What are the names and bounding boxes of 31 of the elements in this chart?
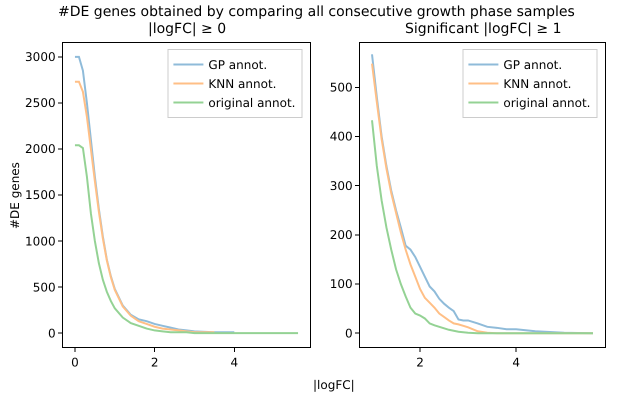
- y-tick-label: 1000: [25, 234, 56, 248]
- x-tick-label: 2: [416, 355, 424, 370]
- x-tick-label: 2: [150, 355, 158, 370]
- line-series: [74, 144, 300, 334]
- y-tick-label: 2500: [25, 96, 56, 110]
- x-axis-title: |logFC|: [313, 378, 355, 392]
- y-tick-label: 100: [330, 277, 353, 292]
- legend-label: GP annot.: [208, 58, 268, 72]
- y-tick-label: 500: [32, 280, 56, 294]
- y-tick-label: 3000: [25, 50, 56, 64]
- legend-label: original annot.: [208, 96, 296, 110]
- chart-title: #DE genes obtained by comparing all consecutive growth phase samples: [58, 4, 575, 20]
- chart-subtitle: |logFC| ≥ 0: [148, 21, 226, 37]
- y-axis-title: #DE genes: [8, 162, 22, 229]
- x-tick-label: 0: [71, 355, 79, 370]
- line-series: [371, 119, 594, 334]
- y-tick-label: 0: [344, 326, 353, 340]
- y-tick-label: 200: [330, 228, 353, 242]
- chart-title: Significant |logFC| ≥ 1: [405, 21, 562, 37]
- x-tick-label: 4: [512, 355, 520, 370]
- x-tick-label: 4: [230, 355, 238, 370]
- y-tick-label: 500: [330, 80, 353, 94]
- legend-label: original annot.: [503, 96, 590, 110]
- y-tick-label: 0: [48, 326, 56, 340]
- legend-label: GP annot.: [503, 58, 562, 72]
- y-tick-label: 400: [330, 130, 353, 144]
- y-tick-label: 1500: [25, 188, 56, 202]
- y-tick-label: 300: [330, 178, 353, 193]
- y-tick-label: 2000: [25, 142, 56, 156]
- legend-label: KNN annot.: [503, 77, 572, 92]
- legend-label: KNN annot.: [208, 77, 276, 92]
